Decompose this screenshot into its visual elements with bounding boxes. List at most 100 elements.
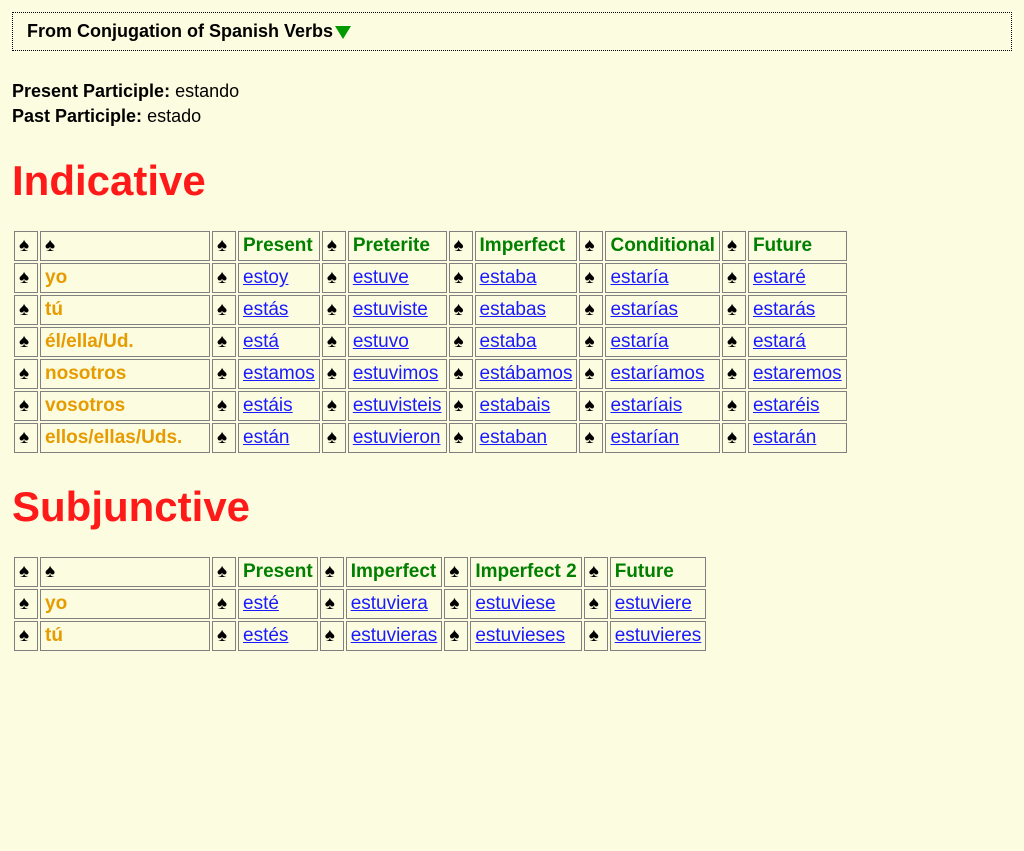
- source-box-label: From Conjugation of Spanish Verbs: [27, 21, 333, 41]
- verb-link[interactable]: están: [243, 427, 289, 448]
- verb-link[interactable]: estaría: [610, 267, 668, 288]
- pronoun-cell: tú: [40, 295, 210, 325]
- verb-cell: estuvieras: [346, 621, 443, 651]
- verb-cell: estamos: [238, 359, 320, 389]
- verb-link[interactable]: estaba: [480, 267, 537, 288]
- table-row: ♠ nosotros ♠ estamos ♠ estuvimos ♠ estáb…: [14, 359, 847, 389]
- verb-link[interactable]: estarán: [753, 427, 816, 448]
- verb-link[interactable]: estaríais: [610, 395, 682, 416]
- pronoun-cell: tú: [40, 621, 210, 651]
- spade-icon: ♠: [722, 391, 746, 421]
- verb-link[interactable]: estuviera: [351, 593, 428, 614]
- verb-cell: estarían: [605, 423, 719, 453]
- verb-link[interactable]: estarías: [610, 299, 678, 320]
- verb-cell: estuvo: [348, 327, 447, 357]
- verb-link[interactable]: estuvo: [353, 331, 409, 352]
- table-row: ♠ ellos/ellas/Uds. ♠ están ♠ estuvieron …: [14, 423, 847, 453]
- past-participle-label: Past Participle:: [12, 106, 142, 126]
- spade-icon: ♠: [444, 557, 468, 587]
- verb-link[interactable]: estabas: [480, 299, 547, 320]
- tense-header: Imperfect: [475, 231, 578, 261]
- tense-header: Future: [748, 231, 847, 261]
- verb-link[interactable]: esté: [243, 593, 279, 614]
- verb-cell: estarás: [748, 295, 847, 325]
- verb-link[interactable]: estoy: [243, 267, 288, 288]
- verb-cell: estés: [238, 621, 318, 651]
- spade-icon: ♠: [322, 391, 346, 421]
- spade-icon: ♠: [449, 423, 473, 453]
- spade-icon: ♠: [322, 423, 346, 453]
- verb-cell: estaré: [748, 263, 847, 293]
- verb-link[interactable]: estaré: [753, 267, 806, 288]
- verb-link[interactable]: estaremos: [753, 363, 842, 384]
- dropdown-icon[interactable]: [335, 26, 351, 39]
- spade-icon: ♠: [584, 557, 608, 587]
- verb-link[interactable]: estarás: [753, 299, 815, 320]
- spade-icon: ♠: [449, 231, 473, 261]
- verb-link[interactable]: está: [243, 331, 279, 352]
- spade-icon: ♠: [212, 391, 236, 421]
- spade-icon: ♠: [722, 359, 746, 389]
- verb-cell: estuvieron: [348, 423, 447, 453]
- verb-link[interactable]: estaréis: [753, 395, 820, 416]
- verb-link[interactable]: estuvieron: [353, 427, 441, 448]
- verb-link[interactable]: estuvieras: [351, 625, 438, 646]
- verb-link[interactable]: estaba: [480, 331, 537, 352]
- verb-cell: estaremos: [748, 359, 847, 389]
- verb-link[interactable]: estés: [243, 625, 288, 646]
- spade-icon: ♠: [322, 295, 346, 325]
- verb-cell: estuviere: [610, 589, 707, 619]
- verb-link[interactable]: estará: [753, 331, 806, 352]
- spade-icon: ♠: [212, 263, 236, 293]
- spade-icon: ♠: [45, 235, 55, 256]
- spade-icon: ♠: [579, 231, 603, 261]
- verb-cell: estarías: [605, 295, 719, 325]
- spade-icon: ♠: [45, 561, 55, 582]
- spade-icon: ♠: [212, 231, 236, 261]
- verb-cell: estás: [238, 295, 320, 325]
- verb-cell: estaban: [475, 423, 578, 453]
- spade-icon: ♠: [14, 621, 38, 651]
- verb-link[interactable]: estuvieres: [615, 625, 702, 646]
- spade-icon: ♠: [722, 231, 746, 261]
- verb-link[interactable]: estuviere: [615, 593, 692, 614]
- pronoun-cell: yo: [40, 589, 210, 619]
- verb-cell: estuviese: [470, 589, 581, 619]
- verb-link[interactable]: estarían: [610, 427, 679, 448]
- tense-header: Present: [238, 557, 318, 587]
- spade-icon: ♠: [584, 589, 608, 619]
- verb-link[interactable]: estuviste: [353, 299, 428, 320]
- table-row: ♠ yo ♠ estoy ♠ estuve ♠ estaba ♠ estaría…: [14, 263, 847, 293]
- spade-icon: ♠: [449, 295, 473, 325]
- verb-link[interactable]: estuviese: [475, 593, 555, 614]
- verb-cell: estuve: [348, 263, 447, 293]
- verb-cell: estuvisteis: [348, 391, 447, 421]
- verb-link[interactable]: estás: [243, 299, 288, 320]
- verb-link[interactable]: estábamos: [480, 363, 573, 384]
- past-participle-value: estado: [147, 106, 201, 126]
- verb-link[interactable]: estaríamos: [610, 363, 704, 384]
- present-participle-value: estando: [175, 81, 239, 101]
- verb-link[interactable]: estáis: [243, 395, 293, 416]
- verb-link[interactable]: estabais: [480, 395, 551, 416]
- spade-icon: ♠: [14, 231, 38, 261]
- verb-cell: están: [238, 423, 320, 453]
- spade-icon: ♠: [14, 295, 38, 325]
- verb-link[interactable]: estuvieses: [475, 625, 565, 646]
- verb-link[interactable]: estaría: [610, 331, 668, 352]
- spade-icon: ♠: [212, 327, 236, 357]
- spade-icon: ♠: [579, 263, 603, 293]
- table-row: ♠ vosotros ♠ estáis ♠ estuvisteis ♠ esta…: [14, 391, 847, 421]
- spade-icon: ♠: [14, 391, 38, 421]
- verb-link[interactable]: estuvimos: [353, 363, 439, 384]
- tense-header: Preterite: [348, 231, 447, 261]
- pronoun-cell: nosotros: [40, 359, 210, 389]
- verb-cell: estabais: [475, 391, 578, 421]
- verb-cell: estáis: [238, 391, 320, 421]
- spade-icon: ♠: [322, 327, 346, 357]
- verb-link[interactable]: estuvisteis: [353, 395, 442, 416]
- indicative-table: ♠ ♠ ♠ Present ♠ Preterite ♠ Imperfect ♠ …: [12, 229, 849, 455]
- verb-link[interactable]: estamos: [243, 363, 315, 384]
- verb-link[interactable]: estaban: [480, 427, 548, 448]
- verb-link[interactable]: estuve: [353, 267, 409, 288]
